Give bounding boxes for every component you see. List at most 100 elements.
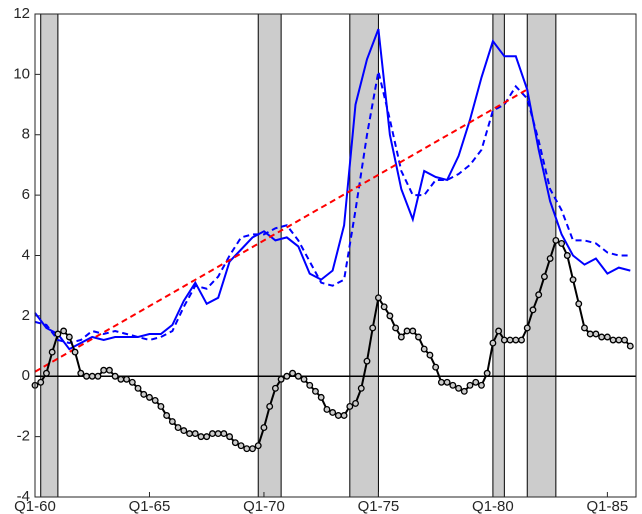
point-marker [180, 427, 188, 435]
y-tick-label: -2 [17, 428, 30, 445]
point-marker [512, 336, 520, 344]
point-marker [352, 399, 359, 407]
point-marker [140, 390, 148, 398]
point-marker [346, 402, 354, 410]
point-marker [460, 387, 468, 395]
point-marker [523, 324, 531, 332]
point-marker [197, 433, 205, 441]
point-marker [231, 439, 239, 447]
point-marker [48, 348, 56, 356]
point-marker [581, 324, 588, 332]
point-marker [174, 424, 182, 432]
point-marker [100, 366, 108, 374]
point-marker [220, 430, 228, 438]
series-line [34, 88, 528, 373]
point-marker [94, 372, 102, 380]
point-marker [163, 412, 171, 419]
point-marker [123, 375, 131, 383]
point-marker [563, 252, 571, 259]
point-marker [392, 324, 400, 332]
point-marker [283, 372, 291, 380]
point-marker [88, 372, 96, 380]
x-tick-label: Q1-75 [358, 498, 400, 514]
point-marker [575, 300, 583, 308]
point-marker [340, 412, 348, 419]
plot-frame [34, 13, 637, 498]
y-tick-label: -4 [17, 488, 30, 505]
shaded-period [349, 13, 379, 498]
point-marker [226, 433, 234, 441]
point-marker [540, 273, 548, 281]
point-marker [329, 409, 337, 416]
point-marker [237, 442, 245, 450]
point-marker [403, 327, 411, 335]
point-marker [569, 276, 577, 284]
point-marker [42, 369, 50, 377]
point-marker [317, 393, 325, 401]
shaded-period [257, 13, 282, 498]
point-marker [271, 384, 279, 392]
y-tick-label: 4 [22, 246, 30, 263]
point-marker [243, 445, 251, 453]
point-marker [312, 387, 319, 395]
point-marker [380, 303, 388, 311]
point-marker [626, 342, 634, 350]
point-marker [621, 336, 629, 344]
series-line [34, 71, 631, 345]
point-marker [609, 336, 617, 344]
point-marker [151, 396, 159, 404]
point-marker [483, 369, 491, 377]
point-marker [472, 378, 480, 386]
point-marker [432, 363, 440, 371]
point-marker [134, 384, 142, 392]
point-marker [466, 381, 474, 389]
y-tick-label: 6 [22, 186, 30, 203]
point-marker [363, 357, 371, 365]
point-marker [146, 393, 153, 401]
point-marker [426, 351, 434, 359]
x-tick-label: Q1-80 [472, 498, 514, 514]
point-marker [249, 445, 256, 453]
y-tick-label: 8 [22, 126, 30, 143]
point-marker [83, 372, 90, 380]
point-marker [254, 442, 262, 450]
point-marker [357, 384, 365, 392]
point-marker [37, 378, 45, 386]
x-tick-label: Q1-60 [14, 498, 56, 514]
point-marker [111, 372, 119, 380]
point-marker [105, 366, 113, 374]
point-marker [386, 312, 394, 320]
point-marker [518, 336, 525, 344]
point-marker [409, 327, 417, 335]
point-marker [214, 430, 222, 438]
point-marker [277, 375, 285, 383]
point-marker [603, 333, 611, 341]
point-marker [77, 369, 85, 377]
point-marker [334, 412, 342, 419]
point-marker [191, 430, 199, 438]
point-marker [586, 330, 594, 338]
point-marker [529, 306, 537, 314]
point-marker [71, 348, 79, 356]
point-marker [369, 324, 377, 332]
point-marker [289, 369, 297, 377]
point-marker [592, 330, 600, 338]
point-marker [437, 378, 445, 386]
y-tick-label: 12 [13, 5, 30, 22]
point-marker [306, 381, 314, 389]
point-marker [374, 294, 382, 302]
y-tick-label: 10 [13, 65, 30, 82]
point-marker [203, 433, 211, 441]
point-marker [546, 255, 554, 262]
point-marker [443, 378, 451, 386]
point-marker [60, 327, 68, 335]
point-marker [552, 236, 560, 244]
point-marker [323, 406, 331, 413]
point-marker [420, 345, 428, 353]
point-marker [117, 375, 125, 383]
point-marker [157, 402, 165, 410]
point-marker [128, 378, 136, 386]
point-marker [208, 430, 216, 438]
point-marker [415, 333, 422, 341]
